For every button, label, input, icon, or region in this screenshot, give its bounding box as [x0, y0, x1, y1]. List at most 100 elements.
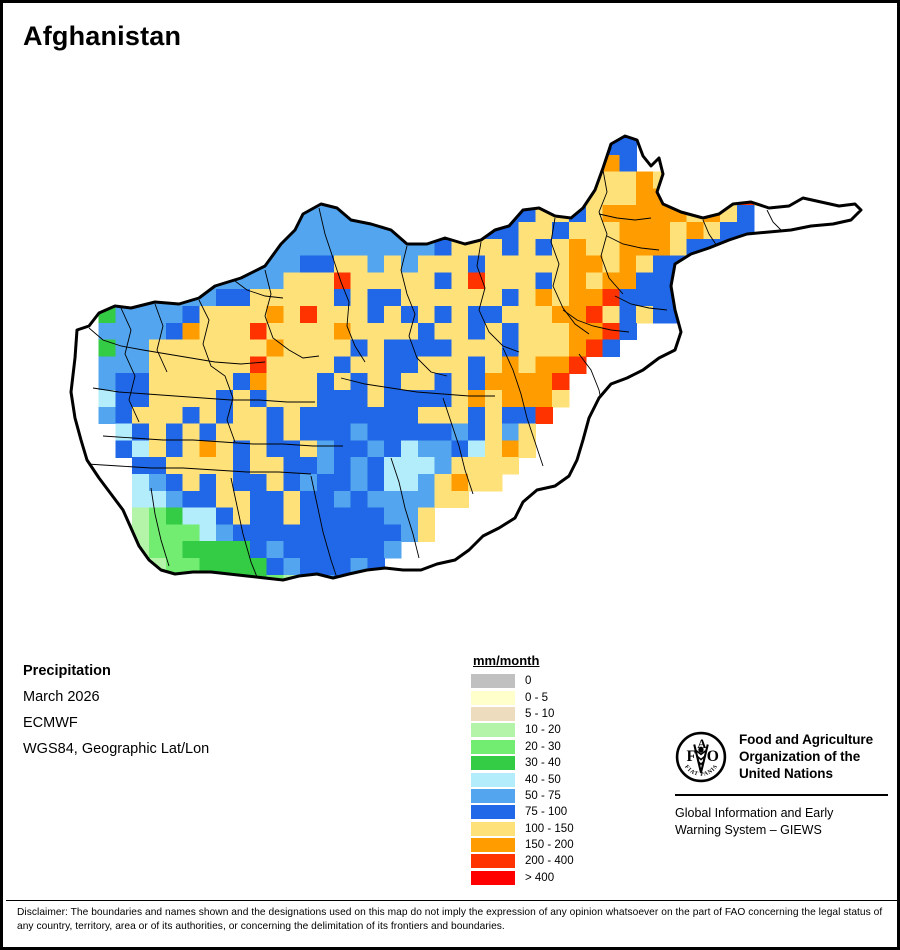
raster-cell [384, 524, 402, 542]
raster-cell [485, 238, 503, 257]
raster-cell [350, 222, 368, 240]
raster-cell [149, 541, 167, 559]
raster-cell [602, 255, 620, 273]
raster-cell [501, 255, 520, 273]
raster-cell [149, 524, 167, 542]
raster-cell [384, 574, 402, 580]
raster-cell [283, 507, 301, 525]
raster-cell [249, 373, 268, 391]
raster-cell [468, 373, 486, 391]
raster-cell [653, 222, 671, 240]
page-title: Afghanistan [23, 21, 182, 51]
raster-cell [468, 390, 486, 408]
raster-cell [367, 322, 385, 341]
raster-cell [552, 373, 570, 391]
raster-cell [317, 608, 334, 625]
raster-cell [518, 339, 536, 357]
raster-cell [98, 356, 116, 374]
raster-cell [333, 474, 352, 492]
raster-cell [417, 356, 436, 374]
raster-cell [333, 373, 352, 391]
raster-cell [787, 289, 805, 307]
raster-cell [216, 390, 234, 408]
legend-swatch [471, 838, 515, 853]
raster-cell [233, 558, 251, 576]
raster-cell [401, 171, 419, 189]
raster-cell [300, 238, 318, 257]
raster-cell [149, 608, 166, 625]
raster-cell [283, 642, 300, 658]
raster-cell [266, 490, 284, 509]
raster-cell [300, 356, 318, 374]
raster-cell [401, 490, 419, 509]
raster-cell [300, 507, 318, 525]
raster-cell [518, 289, 536, 307]
svg-text:F: F [686, 748, 696, 765]
raster-cell [199, 524, 217, 542]
raster-cell [98, 339, 116, 357]
raster-cell [602, 322, 620, 341]
raster-cell [384, 339, 402, 357]
raster-cell [367, 373, 385, 391]
raster-cell [384, 255, 402, 273]
raster-cell [636, 289, 654, 307]
raster-cell [518, 306, 536, 324]
raster-cell [485, 188, 503, 206]
raster-cell [401, 423, 419, 441]
raster-cell [165, 339, 184, 357]
raster-cell [132, 608, 149, 625]
raster-cell [384, 205, 402, 223]
raster-cell [300, 541, 318, 559]
raster-cell [249, 507, 268, 525]
disclaimer-divider [6, 900, 900, 901]
raster-cell [384, 406, 402, 425]
raster-cell [485, 306, 503, 324]
raster-cell [753, 171, 772, 189]
raster-cell [384, 373, 402, 391]
raster-cell [451, 339, 469, 357]
raster-cell [249, 272, 268, 290]
raster-cell [132, 306, 150, 324]
raster-cell [317, 423, 335, 441]
raster-cell [518, 390, 536, 408]
raster-cell [199, 608, 216, 625]
raster-cell [266, 306, 284, 324]
raster-cell [552, 322, 570, 341]
raster-cell [300, 272, 318, 290]
raster-cell [199, 474, 217, 492]
raster-cell [367, 255, 385, 273]
raster-cell [367, 423, 385, 441]
raster-cell [233, 524, 251, 542]
raster-cell [115, 390, 133, 408]
raster-cell [351, 592, 368, 609]
raster-cell [334, 625, 351, 642]
raster-cell [417, 474, 436, 492]
raster-cell [199, 490, 217, 509]
raster-cell [300, 490, 318, 509]
raster-cell [636, 238, 654, 257]
raster-cell [451, 171, 469, 189]
raster-cell [165, 507, 184, 525]
raster-cell [821, 255, 839, 273]
raster-cell [250, 592, 267, 609]
raster-cell [266, 541, 284, 559]
raster-cell [501, 440, 520, 458]
legend-swatch [471, 706, 515, 721]
raster-cell [333, 255, 352, 273]
raster-cell [216, 289, 234, 307]
raster-cell [233, 255, 251, 273]
raster-cell [753, 255, 772, 273]
raster-cell [216, 490, 234, 509]
raster-cell [417, 373, 436, 391]
raster-cell [199, 406, 217, 425]
raster-cell [182, 490, 200, 509]
raster-cell [485, 171, 503, 189]
raster-cell [165, 541, 184, 559]
raster-cell [367, 188, 385, 206]
raster-cell [569, 322, 587, 341]
raster-cell [720, 255, 738, 273]
raster-cell [552, 390, 570, 408]
raster-cell [317, 474, 335, 492]
raster-cell [266, 272, 284, 290]
raster-cell [485, 356, 503, 374]
